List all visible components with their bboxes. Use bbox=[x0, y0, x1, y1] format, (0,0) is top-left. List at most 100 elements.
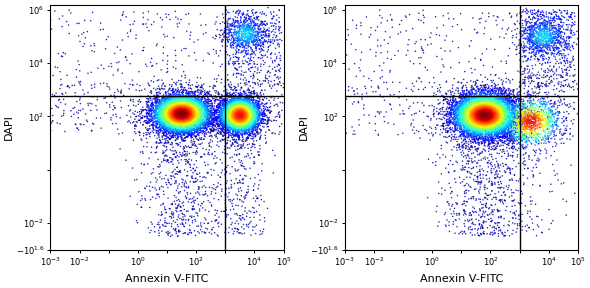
Point bbox=[473, 107, 483, 111]
Point bbox=[529, 112, 538, 116]
Point bbox=[244, 35, 253, 39]
Point bbox=[556, 29, 566, 34]
Point bbox=[474, 109, 483, 114]
Point bbox=[181, 185, 191, 189]
Point bbox=[172, 113, 182, 118]
Point bbox=[188, 121, 198, 126]
Point bbox=[484, 103, 493, 107]
Point bbox=[565, 22, 574, 27]
Point bbox=[470, 106, 479, 110]
Point bbox=[449, 109, 458, 114]
Point bbox=[487, 104, 496, 109]
Point bbox=[485, 206, 494, 210]
Point bbox=[466, 107, 476, 111]
Point bbox=[498, 113, 507, 118]
Point bbox=[241, 120, 250, 125]
Point bbox=[566, 35, 576, 40]
Point bbox=[228, 117, 238, 122]
Point bbox=[533, 133, 542, 138]
Point bbox=[224, 94, 234, 98]
Point bbox=[232, 109, 242, 113]
Point bbox=[477, 223, 487, 228]
Point bbox=[237, 158, 246, 163]
Point bbox=[485, 232, 494, 236]
Point bbox=[229, 120, 238, 124]
Point bbox=[549, 35, 558, 40]
Point bbox=[254, 104, 263, 108]
Point bbox=[452, 213, 461, 217]
Point bbox=[164, 131, 173, 136]
Point bbox=[502, 132, 511, 137]
Point bbox=[505, 133, 514, 137]
Point bbox=[465, 101, 474, 105]
Point bbox=[189, 108, 198, 113]
Point bbox=[542, 20, 552, 24]
Point bbox=[199, 199, 208, 204]
Point bbox=[145, 115, 155, 119]
Point bbox=[456, 181, 466, 185]
Point bbox=[484, 96, 494, 100]
Point bbox=[223, 23, 232, 28]
Point bbox=[173, 112, 182, 117]
Point bbox=[464, 219, 473, 224]
Point bbox=[532, 41, 542, 46]
Point bbox=[478, 138, 487, 143]
Point bbox=[486, 127, 496, 131]
Point bbox=[477, 89, 487, 94]
Point bbox=[468, 129, 477, 133]
Point bbox=[203, 92, 212, 96]
Point bbox=[496, 99, 505, 103]
Point bbox=[508, 130, 517, 134]
Point bbox=[245, 116, 254, 121]
Point bbox=[470, 118, 480, 122]
Point bbox=[191, 97, 201, 102]
Point bbox=[196, 107, 206, 112]
Point bbox=[162, 133, 171, 138]
Point bbox=[183, 123, 193, 128]
Point bbox=[537, 101, 546, 106]
Point bbox=[235, 122, 245, 127]
Point bbox=[184, 83, 194, 87]
Point bbox=[500, 94, 509, 99]
Point bbox=[450, 206, 459, 211]
Point bbox=[237, 41, 246, 46]
Point bbox=[472, 113, 481, 118]
Point bbox=[209, 114, 219, 118]
Point bbox=[494, 101, 503, 106]
Point bbox=[162, 134, 172, 139]
Point bbox=[216, 118, 225, 123]
Point bbox=[237, 105, 246, 109]
Point bbox=[468, 118, 478, 123]
Point bbox=[470, 105, 479, 109]
Point bbox=[240, 105, 249, 110]
Point bbox=[172, 102, 181, 107]
Point bbox=[517, 224, 527, 229]
Point bbox=[490, 173, 500, 177]
Point bbox=[558, 102, 567, 106]
Point bbox=[176, 114, 185, 119]
Point bbox=[487, 130, 497, 135]
Point bbox=[237, 101, 246, 106]
Point bbox=[172, 209, 182, 214]
Point bbox=[491, 132, 501, 136]
Point bbox=[535, 127, 545, 132]
Point bbox=[509, 134, 519, 139]
Point bbox=[144, 108, 153, 113]
Point bbox=[168, 117, 177, 122]
Point bbox=[540, 29, 550, 34]
Point bbox=[478, 108, 487, 112]
Point bbox=[177, 74, 186, 78]
Point bbox=[502, 124, 512, 129]
Point bbox=[183, 98, 192, 102]
Point bbox=[532, 31, 541, 36]
Point bbox=[167, 104, 176, 109]
Point bbox=[179, 89, 188, 93]
Point bbox=[168, 121, 177, 126]
Point bbox=[234, 135, 244, 140]
Point bbox=[185, 227, 194, 232]
Point bbox=[202, 128, 211, 133]
Point bbox=[239, 33, 248, 37]
Point bbox=[170, 118, 179, 123]
Point bbox=[522, 117, 531, 122]
Point bbox=[177, 125, 186, 130]
